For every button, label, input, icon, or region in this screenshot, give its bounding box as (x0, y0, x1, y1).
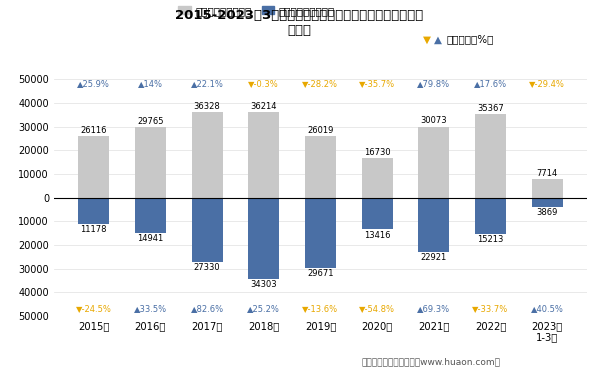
Bar (135, 198, 166, 233)
Text: 35367: 35367 (477, 104, 504, 113)
Bar (475, 198, 506, 233)
Bar (305, 136, 336, 198)
Bar (362, 158, 393, 198)
Text: 统计图: 统计图 (288, 24, 311, 38)
Bar (418, 198, 449, 252)
Text: ▼-24.5%: ▼-24.5% (76, 304, 111, 313)
Bar (78, 136, 110, 198)
Bar (192, 198, 223, 262)
Text: 29765: 29765 (137, 117, 164, 126)
Legend: 出口总额（万美元）, 进口总额（万美元）: 出口总额（万美元）, 进口总额（万美元） (179, 6, 335, 16)
Text: ▼: ▼ (423, 35, 431, 44)
Text: 30073: 30073 (420, 117, 447, 126)
Text: 36214: 36214 (250, 102, 277, 111)
Bar (531, 179, 563, 198)
Text: ▲25.9%: ▲25.9% (77, 79, 110, 88)
Text: ▼-35.7%: ▼-35.7% (359, 79, 395, 88)
Text: 34303: 34303 (250, 280, 277, 289)
Text: 2015-2023年3月宁夏回族自治区外商投资企业进、出口额: 2015-2023年3月宁夏回族自治区外商投资企业进、出口额 (176, 9, 423, 23)
Text: 22921: 22921 (420, 253, 447, 262)
Text: ▼-29.4%: ▼-29.4% (530, 79, 565, 88)
Text: 11178: 11178 (80, 225, 107, 234)
Text: 13416: 13416 (364, 230, 391, 240)
Text: ▼-33.7%: ▼-33.7% (473, 304, 509, 313)
Text: ▲22.1%: ▲22.1% (190, 79, 223, 88)
Text: ▼-54.8%: ▼-54.8% (359, 304, 395, 313)
Bar (78, 198, 110, 224)
Text: 14941: 14941 (137, 234, 164, 243)
Text: ▲: ▲ (434, 35, 442, 44)
Bar (531, 198, 563, 207)
Text: 29671: 29671 (307, 269, 334, 278)
Text: 26019: 26019 (307, 126, 334, 135)
Text: ▲17.6%: ▲17.6% (474, 79, 507, 88)
Text: 26116: 26116 (80, 126, 107, 135)
Bar (248, 198, 279, 279)
Text: 15213: 15213 (477, 235, 504, 244)
Bar (305, 198, 336, 268)
Text: ▲40.5%: ▲40.5% (531, 304, 564, 313)
Text: 同比增速（%）: 同比增速（%） (446, 35, 494, 44)
Bar (248, 112, 279, 198)
Text: ▲69.3%: ▲69.3% (418, 304, 450, 313)
Text: ▼-28.2%: ▼-28.2% (302, 79, 338, 88)
Bar (475, 114, 506, 198)
Text: ▲82.6%: ▲82.6% (190, 304, 223, 313)
Text: ▼-0.3%: ▼-0.3% (249, 79, 279, 88)
Text: ▲25.2%: ▲25.2% (247, 304, 280, 313)
Text: 16730: 16730 (364, 148, 391, 157)
Text: 制图：华经产业研究院（www.huaon.com）: 制图：华经产业研究院（www.huaon.com） (362, 358, 501, 367)
Text: ▼-13.6%: ▼-13.6% (302, 304, 338, 313)
Text: ▲33.5%: ▲33.5% (134, 304, 167, 313)
Text: ▲14%: ▲14% (138, 79, 163, 88)
Bar (362, 198, 393, 229)
Bar (192, 112, 223, 198)
Bar (418, 127, 449, 198)
Text: 36328: 36328 (193, 102, 220, 111)
Text: ▲79.8%: ▲79.8% (418, 79, 450, 88)
Text: 27330: 27330 (194, 264, 220, 273)
Bar (135, 127, 166, 198)
Text: 7714: 7714 (537, 169, 558, 178)
Text: 3869: 3869 (537, 208, 558, 217)
